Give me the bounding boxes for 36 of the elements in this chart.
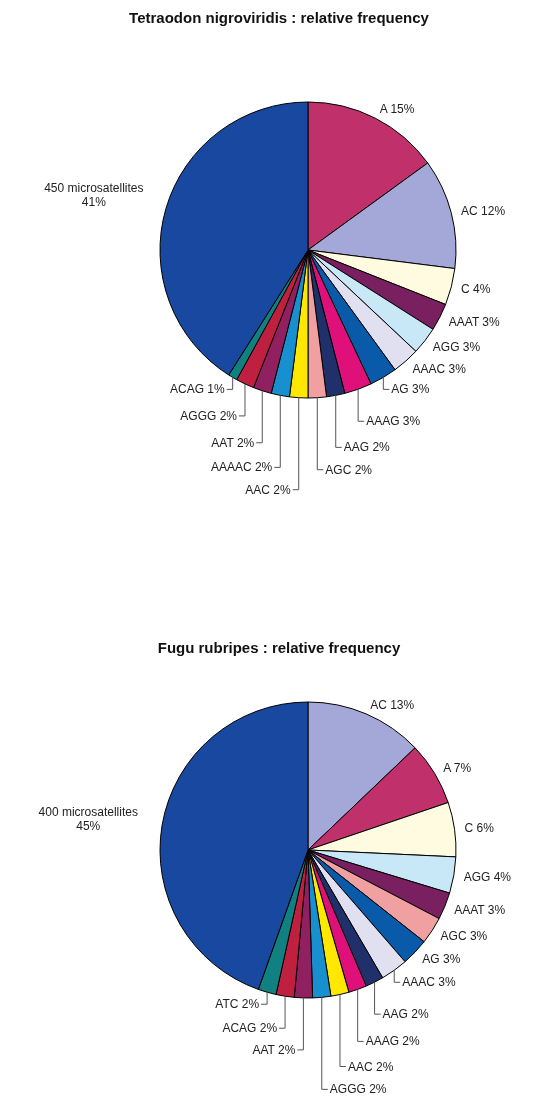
slice-label: A 7% <box>443 761 472 776</box>
slice-label: AGG 3% <box>432 339 481 354</box>
slice-label: AC 13% <box>370 697 415 712</box>
slice-label: AAG 2% <box>343 440 391 455</box>
slice-label: AAAAC 2% <box>210 460 273 475</box>
slice-label: AAAG 2% <box>365 1034 421 1049</box>
slice-label: AAG 2% <box>382 1007 429 1022</box>
slice-label: AC 12% <box>461 203 506 218</box>
slice-label: ACAG 2% <box>222 1021 278 1036</box>
slice-label: AAT 2% <box>252 1042 296 1057</box>
slice-label: 400 microsatellites <box>38 805 138 820</box>
slice-label: ACAG 1% <box>169 382 225 397</box>
slice-label: AAC 2% <box>347 1059 394 1074</box>
slice-label: AGC 2% <box>325 462 373 477</box>
slice-label: AAC 2% <box>245 482 292 497</box>
data-label: 41% <box>81 194 107 209</box>
slice-label: AAAG 3% <box>366 414 421 429</box>
slice-label: AAAT 3% <box>448 314 501 329</box>
slice-label: AGC 3% <box>440 928 488 943</box>
slice-label: AAAT 3% <box>454 902 506 917</box>
slice-label: AAT 2% <box>211 435 255 450</box>
slice-label: AGGG 2% <box>329 1082 387 1097</box>
slice-label: ATC 2% <box>215 997 260 1012</box>
slice-label: AG 3% <box>391 382 430 397</box>
data-label: 45% <box>76 819 101 834</box>
chart-title: Fugu rubripes : relative frequency <box>157 639 401 656</box>
slice-label: A 15% <box>379 102 415 117</box>
slice-label: AG 3% <box>422 952 461 967</box>
chart-title: Tetraodon nigroviridis : relative frequency <box>129 9 430 26</box>
slice-label: AGG 4% <box>463 869 512 884</box>
slice-label: C 4% <box>461 282 491 297</box>
slice-label: C 6% <box>464 820 495 835</box>
slice-label: AAAC 3% <box>402 975 456 990</box>
slice-label: AGGG 2% <box>180 408 238 423</box>
slice-label: 450 microsatellites <box>44 180 144 195</box>
slice-label: AAAC 3% <box>412 361 467 376</box>
